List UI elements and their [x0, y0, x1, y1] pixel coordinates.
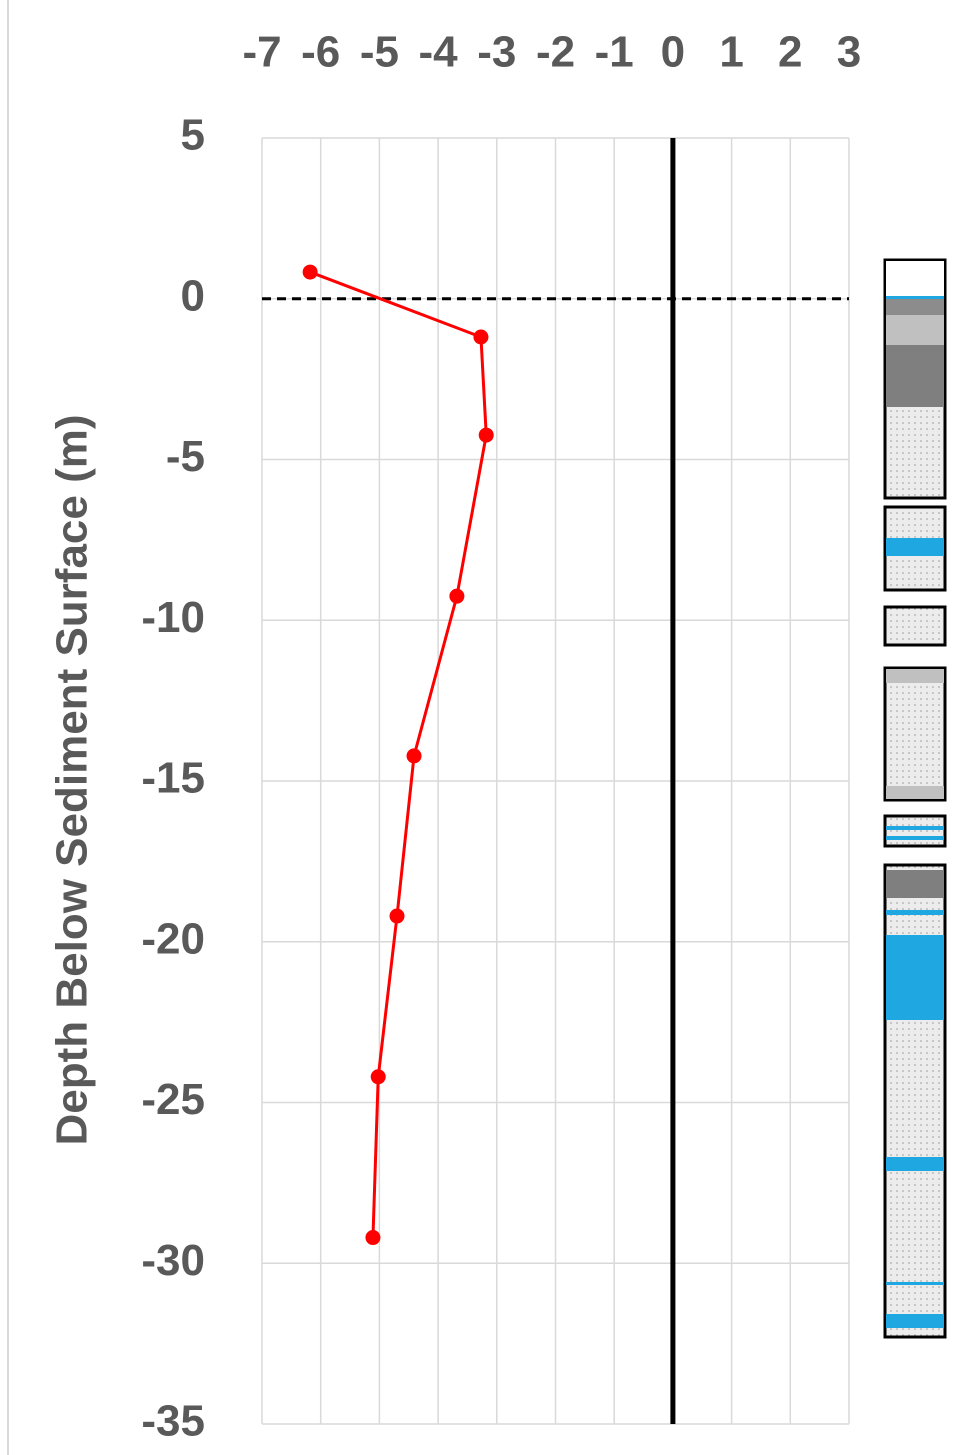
data-point — [365, 1230, 381, 1246]
y-tick-label: 5 — [181, 111, 205, 160]
y-tick-label: -25 — [141, 1075, 205, 1124]
y-tick-label: -5 — [166, 432, 205, 481]
data-point — [302, 264, 318, 280]
data-point — [473, 329, 489, 345]
x-tick-label: -7 — [242, 28, 281, 77]
strat-column — [883, 258, 947, 1339]
x-tick-label: -6 — [301, 28, 340, 77]
data-line — [309, 270, 488, 1238]
y-tick-label: -10 — [141, 593, 205, 642]
data-point — [478, 427, 494, 443]
data-point — [370, 1069, 386, 1085]
data-point — [406, 748, 422, 764]
x-tick-label: -2 — [536, 28, 575, 77]
x-tick-label: 2 — [778, 28, 802, 77]
x-tick-label: 3 — [837, 28, 861, 77]
x-tick-label: -4 — [419, 28, 459, 77]
y-tick-label: -35 — [141, 1397, 205, 1446]
x-tick-label: -5 — [360, 28, 399, 77]
data-point — [389, 908, 405, 924]
y-tick-label: -15 — [141, 754, 205, 803]
x-tick-label: 1 — [719, 28, 743, 77]
y-axis-label: Depth Below Sediment Surface (m) — [48, 414, 97, 1145]
x-tick-label: -3 — [477, 28, 516, 77]
data-point — [449, 588, 465, 604]
y-tick-label: -20 — [141, 914, 205, 963]
y-tick-label: 0 — [181, 271, 205, 320]
x-tick-label: 0 — [661, 28, 685, 77]
x-tick-label: -1 — [595, 28, 634, 77]
y-tick-label: -30 — [141, 1236, 205, 1285]
